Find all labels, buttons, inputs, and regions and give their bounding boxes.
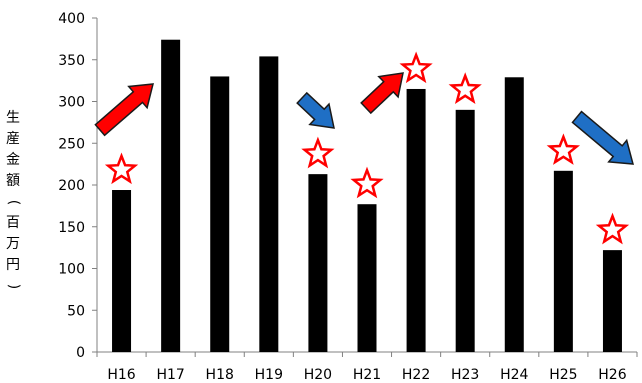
star-marker-H26 (595, 212, 630, 245)
x-tick-label: H20 (304, 367, 332, 383)
bar-H18 (210, 76, 230, 352)
y-tick-label: 50 (67, 303, 85, 319)
bar-H26 (602, 250, 622, 352)
star-marker-H23 (448, 72, 482, 105)
y-tick-label: 400 (58, 11, 85, 27)
bars (112, 39, 622, 353)
x-tick-label: H17 (156, 367, 184, 383)
star-marker-H16 (104, 152, 139, 185)
y-axis-title: 生産金額(百万円) (4, 108, 22, 297)
up-arrow-icon (94, 83, 154, 137)
x-tick-label: H19 (255, 367, 283, 383)
y-tick-label: 250 (58, 136, 85, 152)
y-axis-title-char: 額 (6, 173, 20, 189)
x-tick-label: H22 (402, 367, 430, 383)
y-tick-label: 350 (58, 53, 85, 69)
bar-H19 (259, 56, 279, 352)
x-tick-label: H18 (206, 367, 234, 383)
star-marker-H22 (399, 51, 433, 84)
x-tick-label: H23 (451, 367, 479, 383)
x-tick-label: H21 (353, 367, 381, 383)
bar-H25 (553, 170, 573, 352)
y-tick-label: 150 (58, 220, 85, 236)
bar-H17 (161, 39, 181, 353)
y-tick-label: 300 (58, 95, 85, 111)
down-arrow-icon (296, 91, 335, 129)
bar-H24 (504, 77, 524, 352)
star-marker-H21 (350, 166, 384, 199)
y-tick-label: 0 (76, 345, 85, 361)
bar-H20 (308, 174, 328, 352)
star-marker-H20 (301, 136, 335, 169)
x-tick-label: H24 (500, 367, 528, 383)
up-arrow-icon (360, 72, 404, 115)
x-tick-label: H26 (598, 367, 626, 383)
trend-arrows (94, 72, 635, 165)
bar-H23 (455, 109, 475, 352)
y-axis-title-char: 百 (6, 215, 20, 231)
star-marker-H25 (546, 133, 581, 165)
x-tick-label: H25 (549, 367, 577, 383)
y-axis-title-char: 金 (6, 152, 20, 168)
down-arrow-icon (571, 110, 635, 165)
x-tick-label: H16 (107, 367, 135, 383)
y-axis-title-char: 産 (6, 131, 20, 147)
y-axis-title-char: 円 (6, 257, 20, 273)
y-tick-label: 100 (58, 262, 85, 278)
star-markers (104, 51, 630, 245)
y-axis-title-char: 生 (6, 110, 20, 126)
bar-H16 (112, 190, 132, 352)
y-ticks: 0 50 100 150 200 250 300 350 400 (58, 11, 97, 361)
x-tick-labels: H16 H17 H18 H19 H20 H21 H22 H23 H24 H25 H26 (107, 367, 626, 383)
bar-H21 (357, 204, 377, 352)
y-axis-title-char: 万 (6, 236, 20, 252)
bar-H22 (406, 88, 426, 352)
y-tick-label: 200 (58, 178, 85, 194)
